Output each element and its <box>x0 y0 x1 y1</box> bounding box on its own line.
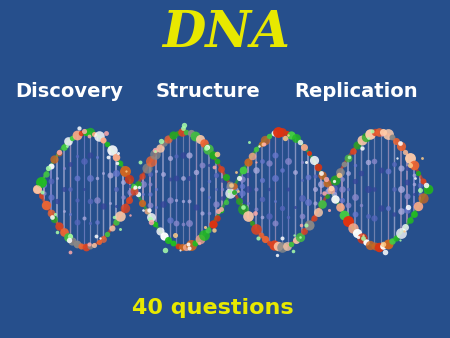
Text: Structure: Structure <box>156 82 260 101</box>
Text: DNA: DNA <box>162 9 290 58</box>
Text: 40 questions: 40 questions <box>131 297 293 318</box>
Text: Replication: Replication <box>294 82 418 101</box>
Text: Discovery: Discovery <box>15 82 123 101</box>
